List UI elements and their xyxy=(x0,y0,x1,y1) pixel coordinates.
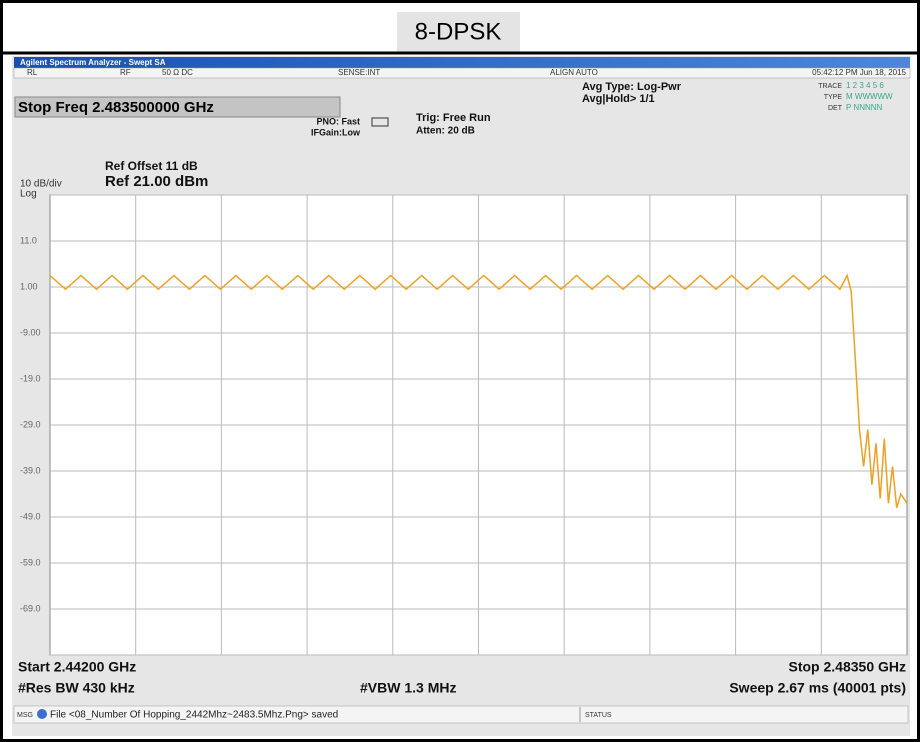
trace-value: M WWWWW xyxy=(846,92,893,101)
y-tick-label: -19.0 xyxy=(20,373,41,383)
trace-value: P NNNNN xyxy=(846,103,883,112)
start-freq: Start 2.44200 GHz xyxy=(18,659,136,675)
vbw: #VBW 1.3 MHz xyxy=(360,680,456,696)
message-label: MSG xyxy=(17,712,33,719)
setting: Atten: 20 dB xyxy=(416,126,475,137)
y-tick-label: -59.0 xyxy=(20,557,41,567)
y-tick-label: -9.00 xyxy=(20,327,41,337)
title-box xyxy=(397,12,520,52)
stop-freq: Stop 2.48350 GHz xyxy=(789,659,907,675)
status: RL xyxy=(27,68,38,77)
status-row xyxy=(13,67,911,79)
setting: PNO: Fast xyxy=(316,116,360,126)
status: ALIGN AUTO xyxy=(550,68,598,77)
window-bar xyxy=(14,57,910,68)
message: File <08_Number Of Hopping_2442Mhz~2483.… xyxy=(50,710,338,721)
message-bar xyxy=(13,705,909,724)
y-tick-label: -29.0 xyxy=(20,419,41,429)
status-label: STATUS xyxy=(585,712,612,719)
rbw: #Res BW 430 kHz xyxy=(18,680,135,696)
sweep: Sweep 2.67 ms (40001 pts) xyxy=(729,680,906,696)
ref-level: Ref 21.00 dBm xyxy=(105,173,208,190)
plot: 11.0 1.00 -9.00 -19.0 -29.0 -39.0 -49.0 -59.0 -6… xyxy=(20,194,908,656)
trace-value: 1 2 3 4 5 6 xyxy=(846,81,884,90)
info-icon xyxy=(37,709,47,719)
status: 05:42:12 PM Jun 18, 2015 xyxy=(812,68,906,77)
trace-label: DET xyxy=(828,105,843,112)
active-function: Stop Freq 2.483500000 GHz xyxy=(18,99,214,116)
y-tick-label: 1.00 xyxy=(20,281,38,291)
y-tick-label: 11.0 xyxy=(20,235,37,245)
setting: Avg Type: Log-Pwr xyxy=(582,81,682,93)
setting: IFGain:Low xyxy=(311,127,361,137)
trace xyxy=(49,273,908,509)
status: 50 Ω DC xyxy=(162,68,193,77)
ref-offset: Ref Offset 11 dB xyxy=(105,159,198,173)
y-tick-label: -69.0 xyxy=(20,603,41,613)
title: 8-DPSK xyxy=(415,18,502,45)
trace-label: TRACE xyxy=(818,83,842,90)
scale: 10 dB/div xyxy=(20,179,62,190)
scale-type: Log xyxy=(20,189,37,200)
icon xyxy=(371,117,389,127)
y-tick-label: -49.0 xyxy=(20,511,41,521)
window-title: Agilent Spectrum Analyzer - Swept SA xyxy=(20,58,166,67)
active-function-box xyxy=(14,96,341,118)
trace-label: TYPE xyxy=(824,94,843,101)
y-tick-label: -39.0 xyxy=(20,465,41,475)
setting: Trig: Free Run xyxy=(416,112,491,124)
status: SENSE:INT xyxy=(338,68,380,77)
status: RF xyxy=(120,68,131,77)
setting: Avg|Hold> 1/1 xyxy=(582,93,655,105)
